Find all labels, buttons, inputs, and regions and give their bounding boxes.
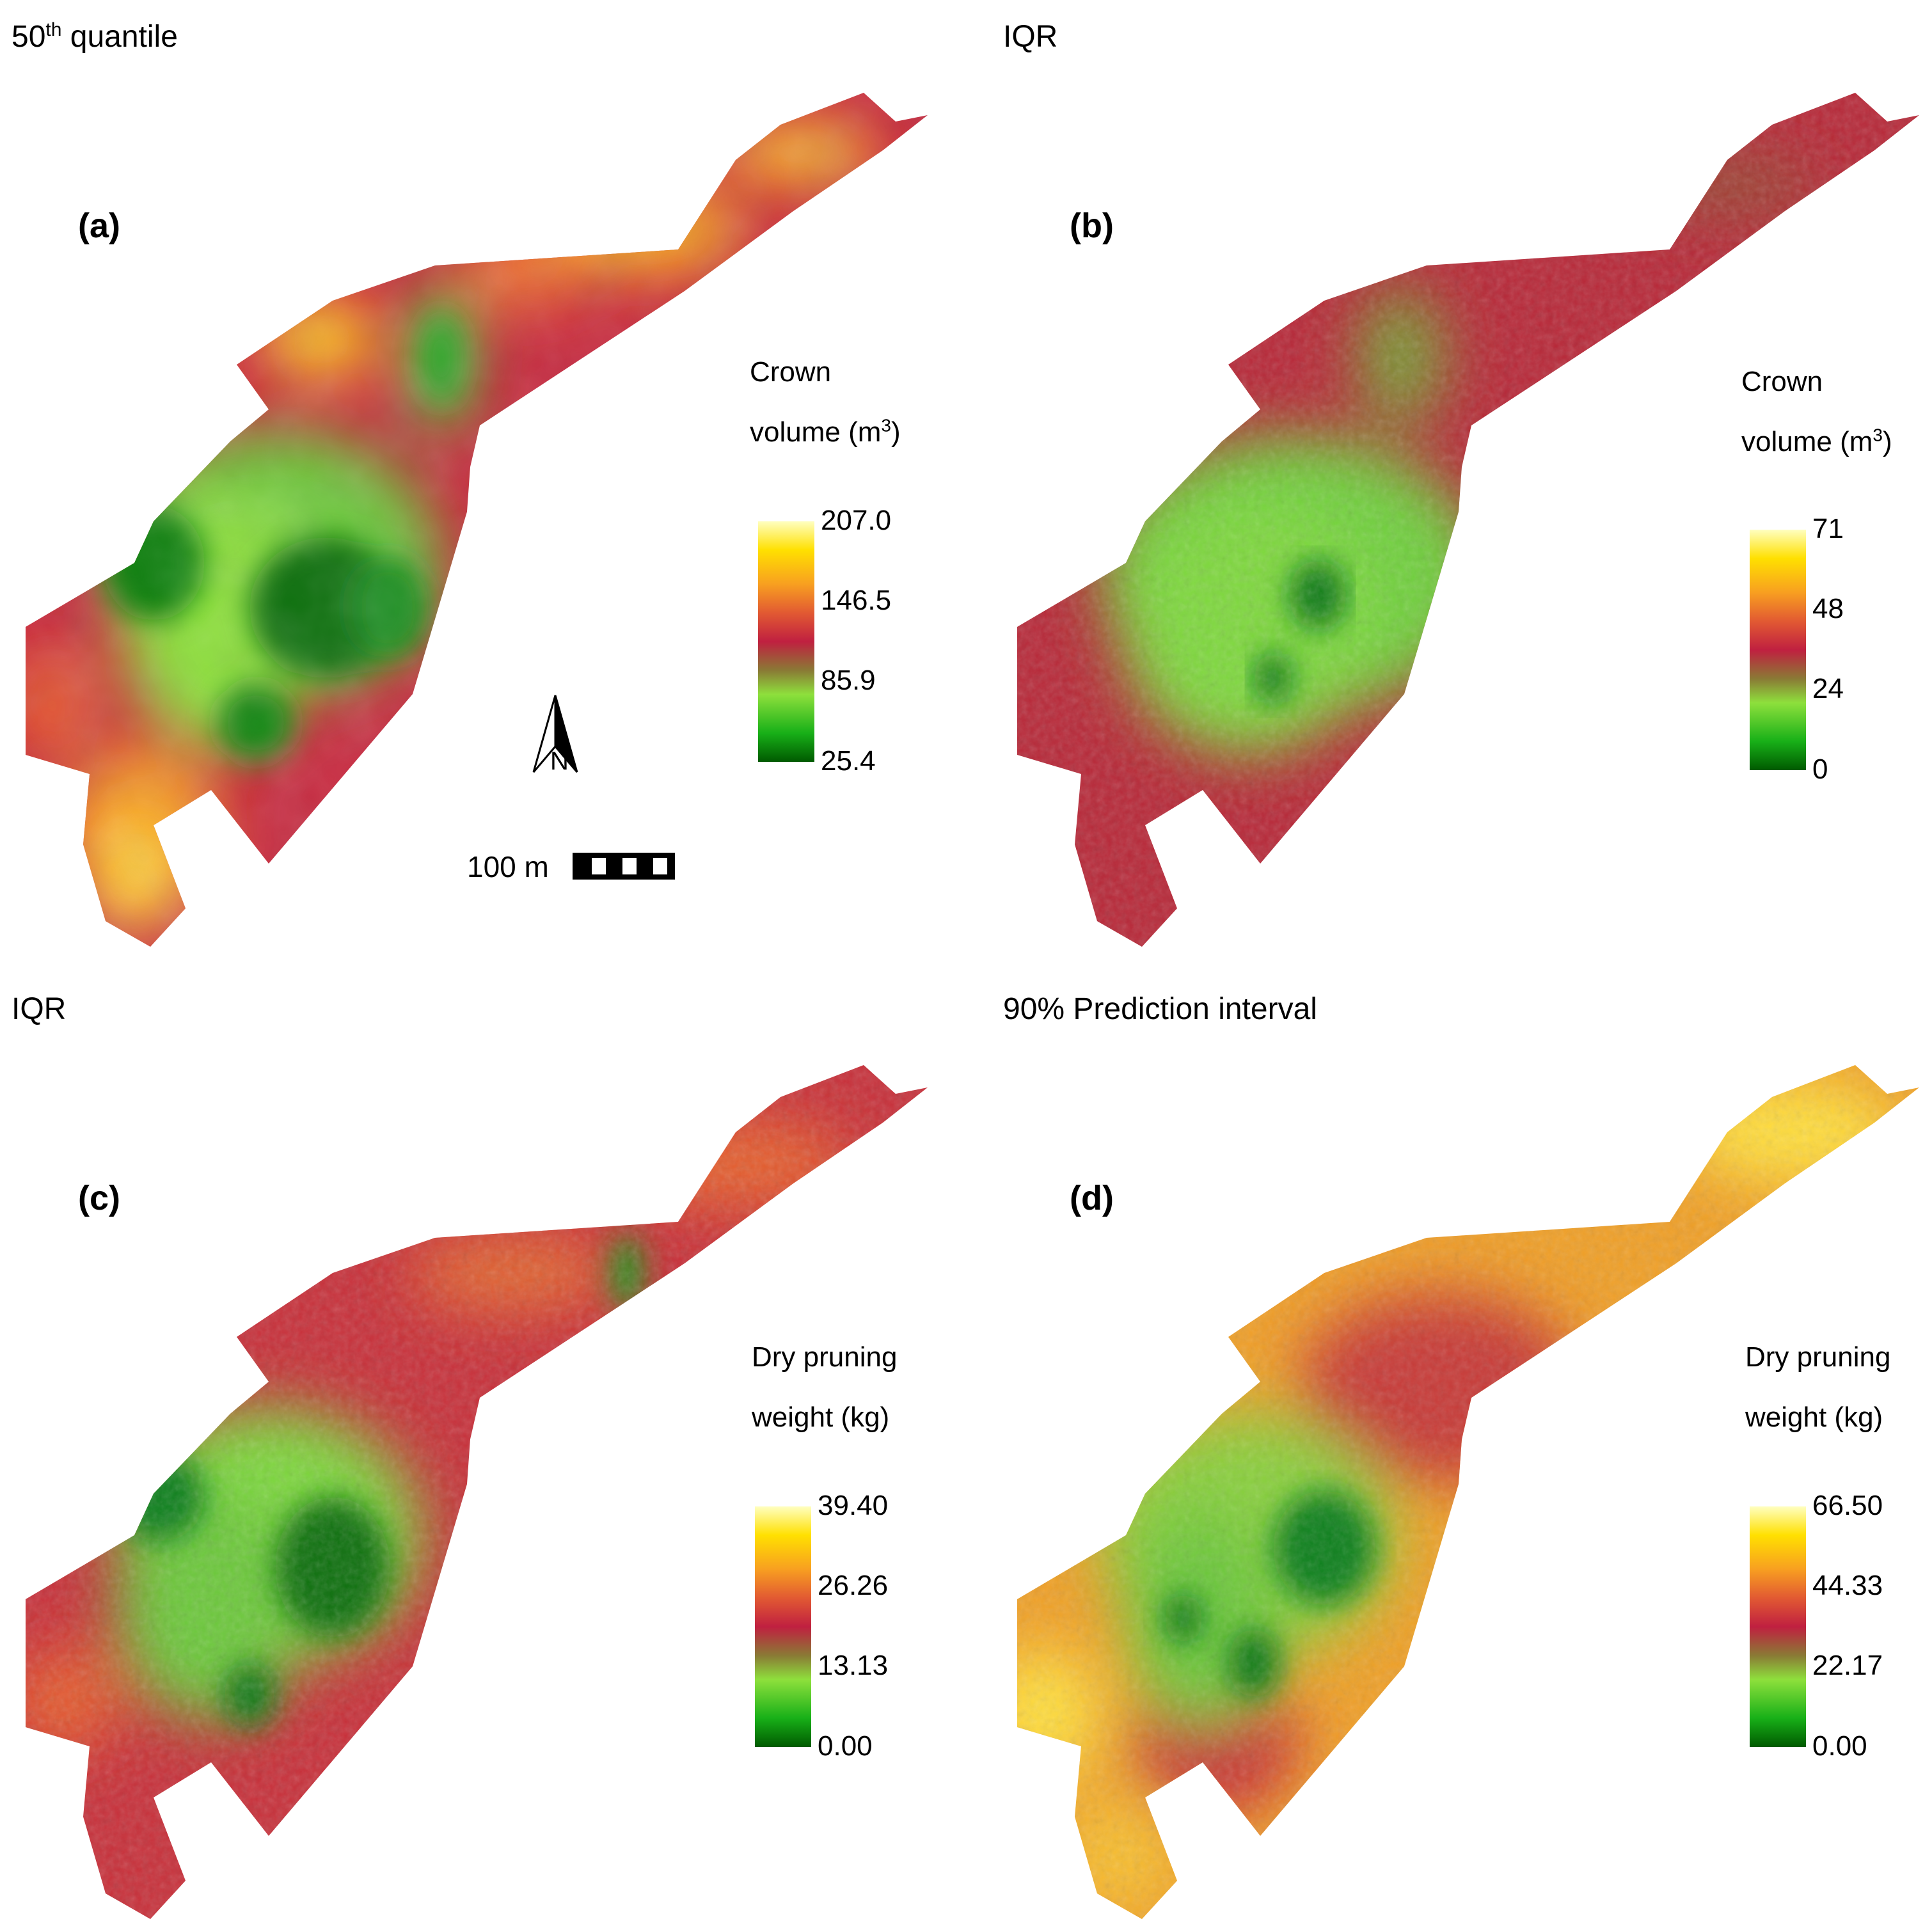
legend-tick: 26.26 (818, 1570, 889, 1602)
legend-tick: 25.4 (821, 745, 876, 777)
legend-title: Crown volume (m3) (1741, 366, 1892, 457)
legend-tick: 44.33 (1812, 1570, 1883, 1602)
legend-tick: 0 (1812, 754, 1828, 785)
legend-tick: 0.00 (1812, 1730, 1867, 1762)
legend-tick: 48 (1812, 593, 1844, 625)
panel-a: 50th quantile (0, 0, 966, 956)
legend-tick: 146.5 (821, 585, 892, 617)
legend-tick: 85.9 (821, 665, 876, 697)
panel-label: (a) (78, 207, 120, 245)
scale-bar (573, 853, 675, 880)
legend-colorbar (1750, 1506, 1806, 1747)
panel-b: IQR (b) Crown volume (m3) 71 48 24 0 (992, 0, 1932, 956)
legend-tick: 22.17 (1812, 1650, 1883, 1682)
legend-title: Dry pruning weight (kg) (1745, 1341, 1891, 1433)
legend-tick: 13.13 (818, 1650, 889, 1682)
raster-map (1017, 93, 1919, 947)
legend-colorbar (758, 521, 814, 762)
legend-title: Dry pruning weight (kg) (752, 1341, 898, 1433)
raster-map (1017, 1065, 1919, 1919)
legend-colorbar (755, 1506, 811, 1747)
legend-ticks: 207.0 146.5 85.9 25.4 (821, 505, 1013, 777)
panel-label: (d) (1070, 1179, 1114, 1217)
panel-heading: IQR (1003, 20, 1058, 54)
panel-heading: 90% Prediction interval (1003, 992, 1317, 1026)
panel-d: 90% Prediction interval (d) Dry pruning (992, 972, 1932, 1928)
legend-tick: 66.50 (1812, 1490, 1883, 1521)
legend-ticks: 71 48 24 0 (1812, 513, 1932, 785)
scale-label: 100 m (467, 850, 549, 883)
panel-heading: IQR (12, 992, 67, 1026)
legend-tick: 207.0 (821, 505, 892, 536)
legend-tick: 0.00 (818, 1730, 873, 1762)
legend-ticks: 66.50 44.33 22.17 0.00 (1812, 1490, 1932, 1762)
panel-label: (c) (78, 1179, 120, 1217)
raster-map (26, 1065, 928, 1919)
legend-title: Crown volume (m3) (750, 356, 901, 448)
legend-tick: 39.40 (818, 1490, 889, 1521)
legend-colorbar (1750, 530, 1806, 770)
legend-tick: 24 (1812, 673, 1844, 705)
north-label: N (550, 747, 569, 775)
panel-c: IQR (c) Dry pruning weight (kg) (0, 972, 966, 1928)
north-arrow-icon (532, 695, 578, 773)
panel-heading: 50th quantile (12, 19, 178, 54)
raster-map (26, 93, 928, 947)
legend-tick: 71 (1812, 513, 1844, 544)
legend-ticks: 39.40 26.26 13.13 0.00 (818, 1490, 1010, 1762)
panel-label: (b) (1070, 207, 1114, 245)
